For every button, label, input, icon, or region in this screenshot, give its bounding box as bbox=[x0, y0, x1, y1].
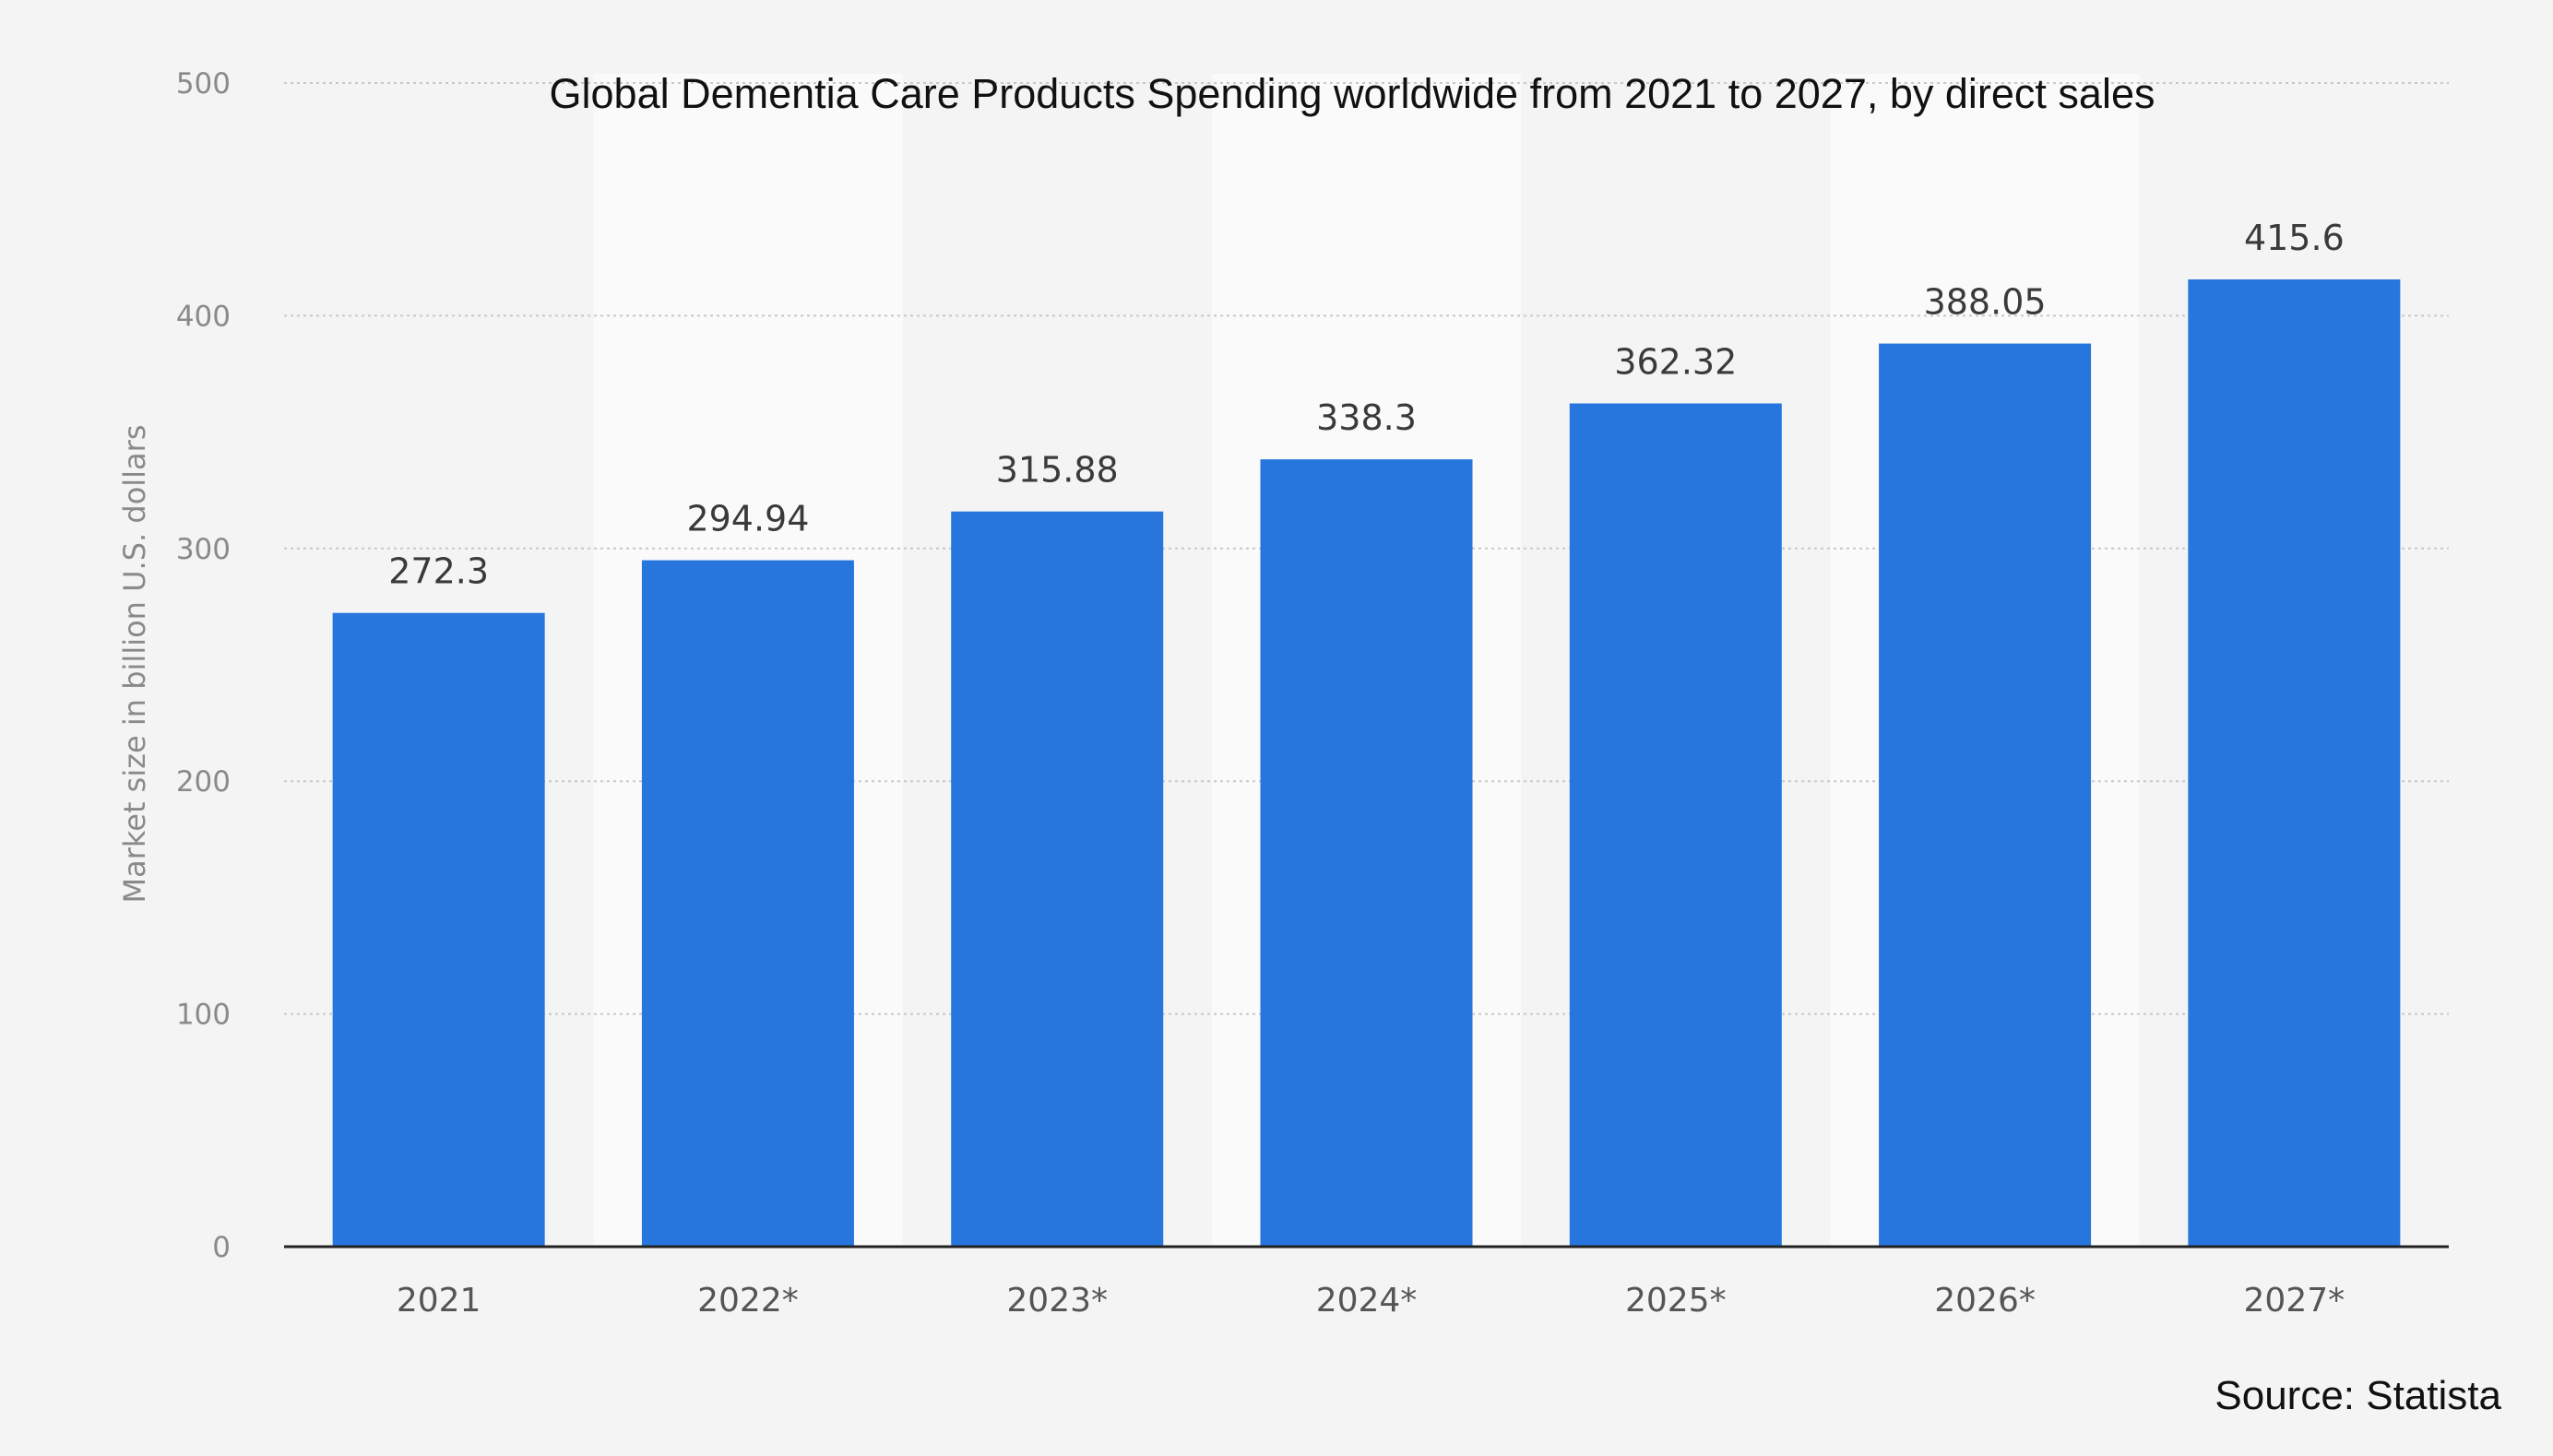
value-labels: 272.3 294.94 315.88 338.3 362.32 388.05 415.6 bbox=[388, 218, 2345, 592]
bar bbox=[1260, 459, 1473, 1247]
bar bbox=[2188, 279, 2401, 1247]
bars bbox=[332, 279, 2401, 1248]
bar bbox=[641, 560, 854, 1247]
bar-value-label: 338.3 bbox=[1316, 397, 1417, 438]
x-tick-label: 2027* bbox=[2244, 1282, 2345, 1320]
bar bbox=[951, 511, 1164, 1247]
source-note: Source: Statista bbox=[2215, 1373, 2501, 1418]
bar-value-label: 294.94 bbox=[686, 499, 809, 539]
x-tick-label: 2026* bbox=[1934, 1282, 2036, 1320]
bar bbox=[1569, 403, 1782, 1247]
y-axis-label: Market size in billion U.S. dollars bbox=[117, 425, 152, 904]
x-tick-label: 2024* bbox=[1316, 1282, 1418, 1320]
y-tick-label: 400 bbox=[176, 300, 231, 333]
x-tick-label: 2022* bbox=[697, 1282, 799, 1320]
bar bbox=[332, 612, 545, 1247]
bar-value-label: 415.6 bbox=[2244, 218, 2345, 258]
x-tick-label: 2025* bbox=[1625, 1282, 1727, 1320]
chart-title: Global Dementia Care Products Spending w… bbox=[550, 70, 2155, 117]
x-axis-ticks: 2021 2022* 2023* 2024* 2025* 2026* 2027* bbox=[397, 1282, 2345, 1320]
y-tick-label: 100 bbox=[176, 999, 231, 1032]
x-tick-label: 2021 bbox=[397, 1282, 481, 1320]
y-axis-ticks: 0 100 200 300 400 500 bbox=[176, 67, 231, 1264]
bar bbox=[1879, 343, 2092, 1248]
x-tick-label: 2023* bbox=[1006, 1282, 1108, 1320]
y-tick-label: 0 bbox=[212, 1231, 231, 1264]
bar-value-label: 362.32 bbox=[1614, 342, 1737, 383]
bar-value-label: 388.05 bbox=[1924, 282, 2047, 323]
y-tick-label: 200 bbox=[176, 765, 231, 799]
y-tick-label: 300 bbox=[176, 533, 231, 566]
y-tick-label: 500 bbox=[176, 67, 231, 101]
bar-value-label: 315.88 bbox=[996, 450, 1119, 491]
bar-value-label: 272.3 bbox=[388, 551, 489, 592]
